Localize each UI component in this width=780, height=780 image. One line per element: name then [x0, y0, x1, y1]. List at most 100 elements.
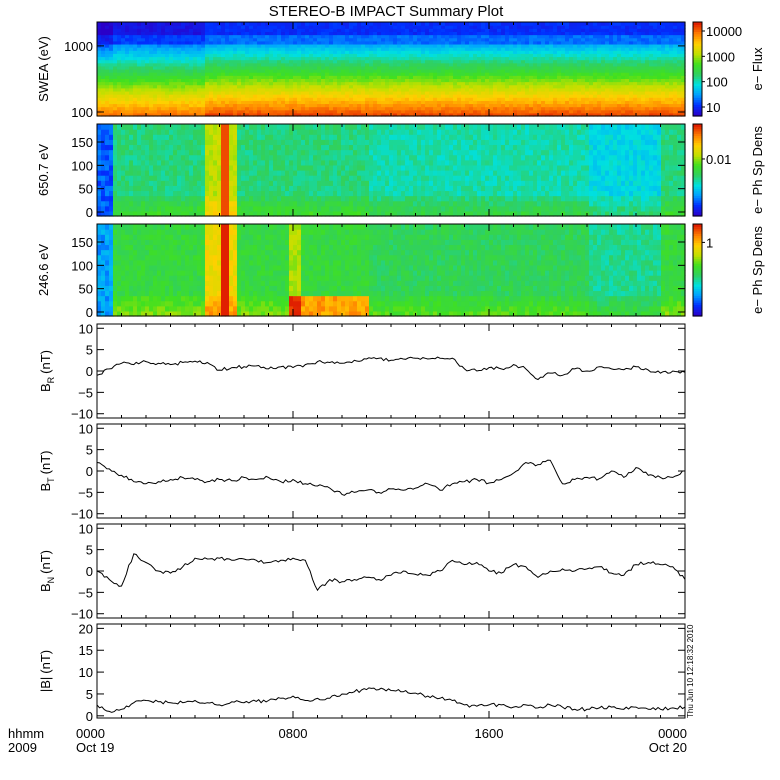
- panel-2-cell: [173, 205, 178, 212]
- panel-1-cell: [133, 84, 138, 89]
- panel-1-cell: [245, 47, 250, 51]
- panel-1-cell: [329, 87, 334, 92]
- panel-1-cell: [417, 87, 422, 92]
- panel-1-cell: [249, 72, 254, 76]
- panel-1-cell: [405, 65, 410, 70]
- panel-1-cell: [401, 69, 406, 73]
- panel-1-cell: [117, 100, 122, 105]
- panel-2-cell: [185, 205, 190, 212]
- panel-2-cell: [137, 139, 142, 146]
- panel-1-cell: [241, 22, 246, 26]
- panel-1-cell: [245, 56, 250, 61]
- panel-1-cell: [381, 50, 386, 54]
- panel-2-cell: [133, 154, 138, 161]
- panel-1-cell: [285, 56, 290, 61]
- panel-2-cell: [153, 144, 158, 151]
- panel-1-cell: [105, 112, 110, 117]
- panel-1-cell: [165, 50, 170, 54]
- panel-1-cell: [333, 81, 338, 86]
- panel-1-cell: [277, 43, 282, 48]
- panel-1-cell: [133, 43, 138, 48]
- panel-1-cell: [129, 53, 134, 58]
- panel-1-cell: [181, 72, 186, 76]
- panel-2-cell: [105, 205, 110, 212]
- panel-1-cell: [349, 112, 354, 117]
- panel-1-cell: [253, 81, 258, 86]
- panel-1-cell: [261, 25, 266, 29]
- panel-1-cell: [413, 59, 418, 64]
- panel-1-cell: [137, 94, 142, 98]
- panel-1-cell: [373, 59, 378, 64]
- panel-1-cell: [309, 94, 314, 98]
- panel-1-cell: [193, 37, 198, 42]
- panel-1-cell: [209, 90, 214, 95]
- panel-1-cell: [309, 53, 314, 58]
- panel-1-cell: [109, 59, 114, 64]
- panel-1-cell: [157, 103, 162, 108]
- panel-1-cell: [145, 97, 150, 101]
- panel-1-cell: [373, 72, 378, 76]
- panel-2-cell: [173, 195, 178, 202]
- panel-1-cell: [369, 97, 374, 101]
- panel-2-cell: [105, 124, 110, 130]
- panel-1-cell: [165, 34, 170, 39]
- panel-1-cell: [349, 94, 354, 98]
- panel-1-cell: [289, 47, 294, 51]
- panel-1-cell: [413, 84, 418, 89]
- panel-1-cell: [165, 40, 170, 45]
- panel-1-cell: [129, 22, 134, 26]
- panel-1-cell: [413, 56, 418, 61]
- panel-1-cell: [173, 59, 178, 64]
- panel-2-cell: [121, 175, 126, 181]
- panel-1-cell: [417, 37, 422, 42]
- panel-2-cell: [161, 185, 166, 192]
- panel-1-cell: [153, 47, 158, 51]
- panel-1-cell: [217, 47, 222, 51]
- panel-1-cell: [401, 81, 406, 86]
- panel-1-cell: [113, 47, 118, 51]
- panel-1-colorbar-tick-label: 100: [706, 75, 728, 90]
- panel-1-cell: [321, 34, 326, 39]
- panel-1-cell: [489, 22, 494, 26]
- panel-1-cell: [421, 106, 426, 111]
- panel-1-cell: [325, 53, 330, 58]
- panel-1-cell: [221, 97, 226, 101]
- panel-1-cell: [153, 37, 158, 42]
- panel-1-cell: [293, 112, 298, 117]
- panel-1-cell: [297, 65, 302, 70]
- panel-1-cell: [305, 28, 310, 32]
- panel-1-cell: [425, 69, 430, 73]
- panel-1-cell: [317, 94, 322, 98]
- panel-1-cell: [337, 81, 342, 86]
- panel-1-cell: [225, 109, 230, 114]
- panel-1-cell: [161, 65, 166, 70]
- panel-1-cell: [365, 34, 370, 39]
- panel-1-cell: [425, 31, 430, 36]
- panel-1-cell: [425, 43, 430, 48]
- panel-1-cell: [169, 50, 174, 54]
- panel-1-cell: [185, 37, 190, 42]
- panel-1-cell: [381, 37, 386, 42]
- panel-1-cell: [313, 81, 318, 86]
- panel-1-cell: [289, 50, 294, 54]
- panel-1-cell: [141, 47, 146, 51]
- panel-1-cell: [269, 112, 274, 117]
- panel-1-cell: [377, 100, 382, 105]
- panel-1-cell: [245, 87, 250, 92]
- panel-1-cell: [413, 40, 418, 45]
- panel-1-cell: [381, 94, 386, 98]
- panel-1-cell: [141, 25, 146, 29]
- panel-2-cell: [165, 129, 170, 135]
- panel-1-cell: [517, 22, 522, 26]
- panel-1-cell: [317, 106, 322, 111]
- panel-1-cell: [229, 40, 234, 45]
- panel-1-cell: [305, 22, 310, 26]
- panel-1-cell: [161, 72, 166, 76]
- panel-1-cell: [417, 28, 422, 32]
- panel-1-cell: [321, 25, 326, 29]
- panel-1-cell: [569, 22, 574, 26]
- panel-1-cell: [169, 103, 174, 108]
- panel-1-cell: [237, 72, 242, 76]
- panel-1-cell: [385, 100, 390, 105]
- panel-1-cell: [397, 87, 402, 92]
